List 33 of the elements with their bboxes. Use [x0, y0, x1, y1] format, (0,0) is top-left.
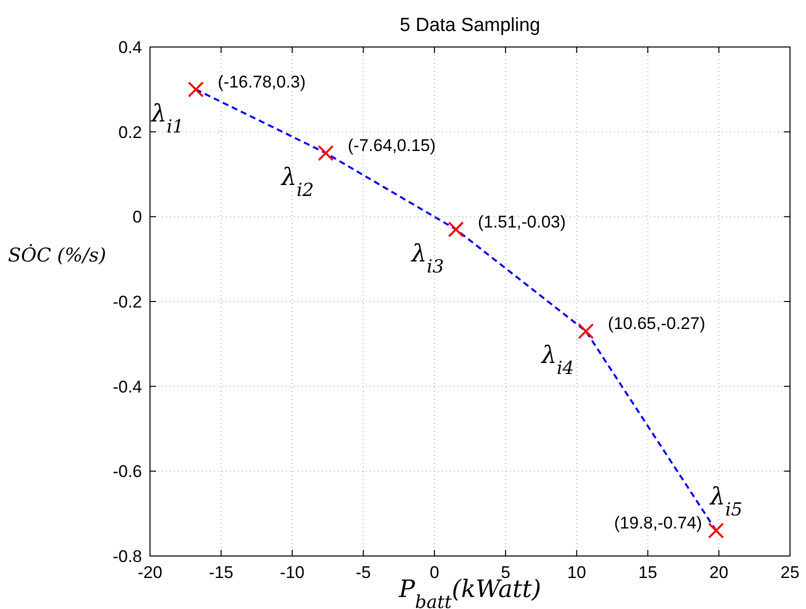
point — [188, 81, 204, 98]
x-tick-label: 5 — [500, 563, 510, 582]
x-tick-label: -20 — [138, 563, 162, 582]
y-tick-label: 0.2 — [118, 122, 142, 142]
x-tick-label: 15 — [638, 563, 658, 582]
x-tick-label: 25 — [780, 563, 800, 582]
point — [708, 522, 724, 539]
y-tick-label: -0.6 — [112, 462, 142, 482]
chart-title: 5 Data Sampling — [400, 15, 540, 36]
y-tick-label: -0.8 — [112, 547, 142, 566]
y-tick-label: 0 — [132, 208, 142, 227]
y-axis-title: SȮC (%/s) — [8, 244, 106, 266]
annotation: (19.8,-0.74) — [614, 514, 702, 533]
annotation: (10.65,-0.27) — [608, 314, 706, 334]
x-tick-label: -15 — [208, 563, 234, 582]
annotation: λ$_{i2}$ — [280, 163, 314, 201]
y-tick-label: -0.2 — [112, 292, 142, 312]
annotation: (-16.78,0.3) — [218, 72, 306, 92]
annotation: λ$_{i1}$ — [150, 99, 184, 137]
x-tick-label: -10 — [280, 563, 305, 582]
x-tick-label: 20 — [709, 563, 728, 582]
annotation: (1.51,-0.03) — [478, 212, 566, 232]
point — [448, 221, 464, 238]
annotation: (-7.64,0.15) — [348, 136, 436, 156]
y-tick-label: 0.4 — [118, 38, 142, 57]
annotation: λ$_{i4}$ — [540, 341, 574, 379]
annotation: λ$_{i3}$ — [410, 239, 444, 277]
x-tick-label: -5 — [356, 563, 371, 582]
y-tick-label: -0.4 — [112, 377, 142, 396]
point — [578, 323, 594, 340]
annotation: λ$_{i5}$ — [709, 482, 742, 520]
x-tick-label: 10 — [567, 563, 586, 582]
point — [318, 145, 334, 162]
